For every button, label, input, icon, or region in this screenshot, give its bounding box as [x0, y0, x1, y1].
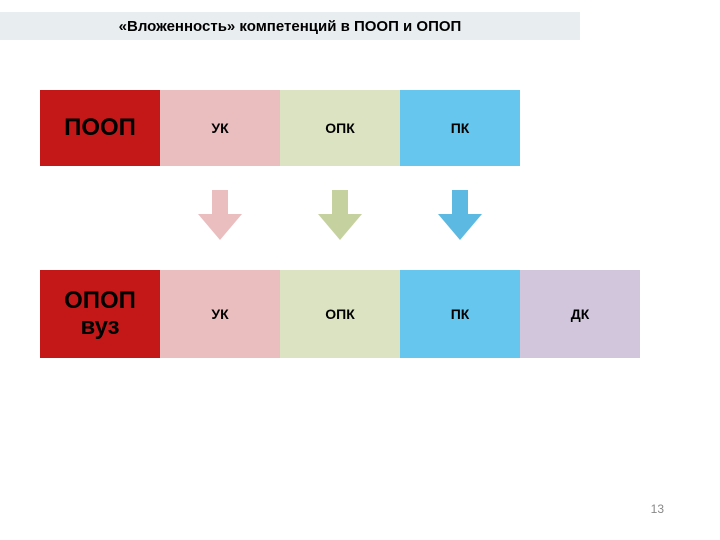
page-title: «Вложенность» компетенций в ПООП и ОПОП [119, 18, 462, 35]
row2-head-line2: вуз [80, 314, 119, 340]
row2-cell-opk: ОПК [280, 270, 400, 358]
row1-cell-uk: УК [160, 90, 280, 166]
row1-cell-opk: ОПК [280, 90, 400, 166]
row1-cell-pk: ПК [400, 90, 520, 166]
arrow-down-icon [438, 190, 482, 240]
arrow-uk [160, 190, 280, 240]
row2-cell-dk: ДК [520, 270, 640, 358]
row-opop: ОПОП вуз УК ОПК ПК ДК [40, 270, 640, 358]
arrow-down-icon [198, 190, 242, 240]
title-bar: «Вложенность» компетенций в ПООП и ОПОП [0, 12, 580, 40]
row1-head: ПООП [40, 90, 160, 166]
row2-head-line1: ОПОП [64, 288, 136, 314]
row-poop: ПООП УК ОПК ПК [40, 90, 520, 166]
row2-cell-pk: ПК [400, 270, 520, 358]
page-number: 13 [651, 502, 664, 516]
row2-cell-uk: УК [160, 270, 280, 358]
arrow-down-icon [318, 190, 362, 240]
arrow-pk [400, 190, 520, 240]
row2-head: ОПОП вуз [40, 270, 160, 358]
arrows-row [160, 190, 520, 240]
arrow-opk [280, 190, 400, 240]
